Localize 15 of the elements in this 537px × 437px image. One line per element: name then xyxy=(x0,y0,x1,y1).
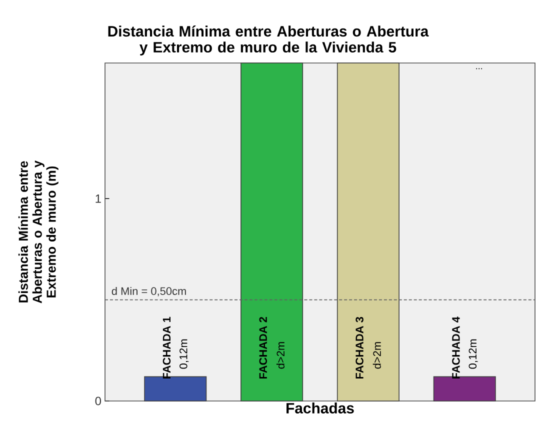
data-label: 0,12m xyxy=(180,339,189,369)
data-label: d>2m xyxy=(372,342,381,369)
x-tick-label: FACHADA 4 xyxy=(452,316,460,379)
y-tick-label: 1 xyxy=(96,194,101,203)
x-tick-label: FACHADA 3 xyxy=(356,316,364,379)
ref-line-label: d Min = 0,50cm xyxy=(112,286,186,296)
chart-title: Distancia Mínima entre Aberturas o Abertura y Extremo de muro de la Vivienda 5 xyxy=(108,26,429,56)
annotation: ... xyxy=(476,68,482,70)
x-axis-title: Fachadas xyxy=(286,402,354,414)
data-label: 0,12m xyxy=(468,339,478,369)
y-tick-label: 0 xyxy=(95,396,102,406)
data-label: d>2m xyxy=(276,342,284,369)
y-axis-title: Distancia Mínima entre Aberturas o Abertura y Extremo de muro (m) xyxy=(18,160,58,304)
x-tick-label: FACHADA 2 xyxy=(259,317,267,379)
x-tick-label: FACHADA 1 xyxy=(162,316,171,379)
